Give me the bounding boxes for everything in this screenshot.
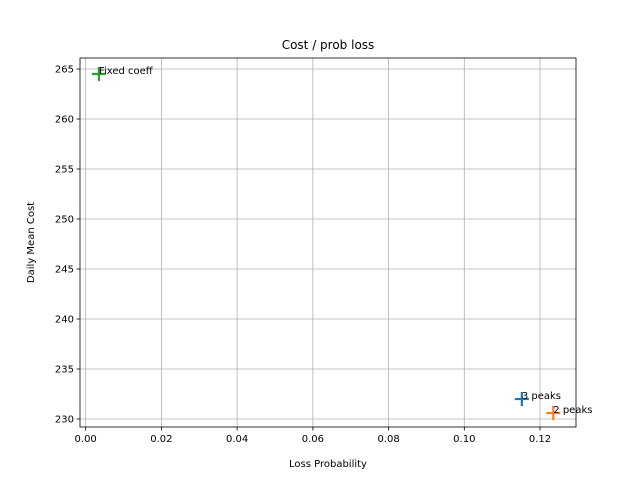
y-tick-label: 255 bbox=[55, 165, 74, 176]
x-tick-label: 0.00 bbox=[75, 434, 97, 445]
chart-title: Cost / prob loss bbox=[282, 38, 375, 52]
data-point bbox=[91, 67, 106, 81]
x-axis-label: Loss Probability bbox=[289, 459, 367, 470]
plot-frame bbox=[79, 57, 577, 428]
y-tick-label: 260 bbox=[55, 115, 74, 126]
axis-ticks: 0.00 0.02 0.04 0.06 0.08 0.10 0.12 230 235 240 245… bbox=[55, 65, 551, 445]
data-point bbox=[514, 392, 529, 406]
x-tick-label: 0.02 bbox=[150, 434, 172, 445]
y-tick-label: 230 bbox=[55, 415, 74, 426]
y-tick-label: 240 bbox=[55, 315, 74, 326]
grid-lines bbox=[80, 58, 576, 427]
x-tick-label: 0.12 bbox=[529, 434, 551, 445]
x-tick-label: 0.08 bbox=[377, 434, 399, 445]
x-tick-label: 0.10 bbox=[453, 434, 475, 445]
x-tick-label: 0.04 bbox=[226, 434, 248, 445]
data-points: 3 peaks 2 peaks Fixed coeff bbox=[91, 66, 592, 420]
point-annotation: Fixed coeff bbox=[99, 66, 154, 77]
y-tick-label: 265 bbox=[55, 65, 74, 76]
x-tick-label: 0.06 bbox=[302, 434, 324, 445]
y-tick-label: 245 bbox=[55, 265, 74, 276]
y-axis-label: Daily Mean Cost bbox=[26, 202, 37, 283]
point-annotation: 3 peaks bbox=[522, 391, 561, 402]
y-tick-label: 235 bbox=[55, 365, 74, 376]
point-annotation: 2 peaks bbox=[553, 405, 592, 416]
data-point bbox=[546, 406, 561, 420]
y-tick-label: 250 bbox=[55, 215, 74, 226]
